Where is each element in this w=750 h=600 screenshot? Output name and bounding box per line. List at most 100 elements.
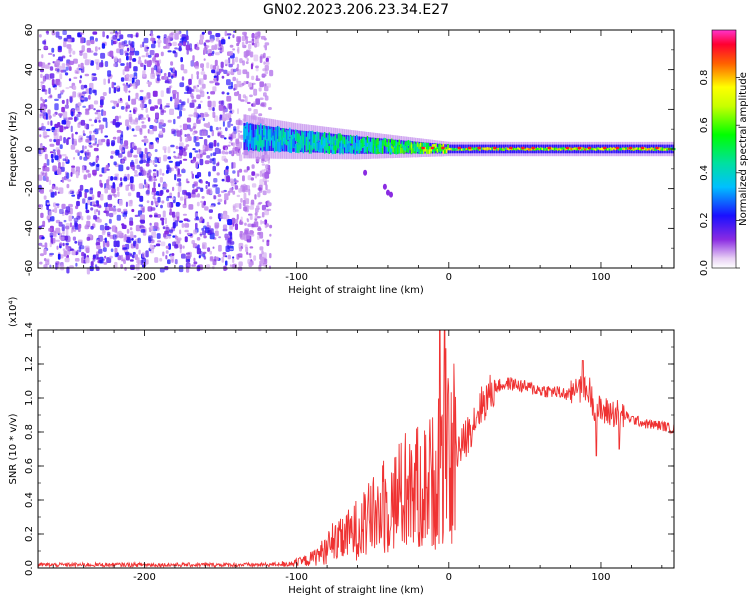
spectrogram-noise-cell	[112, 118, 116, 126]
spectrogram-noise-cell	[216, 74, 219, 81]
spectrogram-noise-cell	[74, 258, 80, 262]
spectrogram-noise-cell	[114, 247, 118, 254]
spectrogram-band-core	[381, 147, 384, 154]
spectrogram-noise-cell	[160, 241, 166, 247]
spectrogram-noise-cell	[55, 262, 58, 270]
spectrogram-noise-cell	[57, 253, 61, 260]
spectrogram-noise-cell	[64, 104, 69, 109]
spectrogram-noise-cell	[78, 239, 83, 242]
spectrogram-noise-cell	[230, 81, 233, 88]
spectrogram-noise-cell	[212, 184, 217, 188]
spectrogram-noise-cell	[133, 235, 137, 238]
spectrogram-noise-cell	[131, 238, 134, 241]
spectrogram-noise-cell	[198, 255, 201, 259]
spectrogram-band-edge	[557, 144, 560, 154]
spectrogram-band-core	[450, 148, 452, 151]
spectrogram-noise-cell	[71, 191, 74, 194]
spectrogram-band-core	[357, 139, 359, 147]
spectrogram-band-core	[318, 132, 320, 141]
spectrogram-noise-cell	[119, 48, 124, 56]
spectrogram-noise-cell	[122, 247, 128, 250]
spectrogram-noise-cell	[82, 198, 86, 204]
spectrogram-noise-cell	[212, 107, 215, 112]
spectrogram-noise-cell	[259, 246, 264, 251]
spectrogram-noise-cell	[49, 189, 54, 193]
spectrogram-band-core	[546, 148, 548, 151]
spectrogram-noise-cell	[92, 31, 98, 35]
spectrogram-band-core	[582, 147, 585, 150]
spectrogram-noise-cell	[157, 42, 161, 48]
spectrogram-noise-cell	[51, 47, 55, 53]
spectrogram-noise-cell	[177, 104, 183, 111]
spectrogram-noise-cell	[243, 32, 247, 37]
spectrogram-band-edge	[274, 127, 276, 152]
spectrogram-peak-cell	[547, 146, 552, 150]
spectrogram-noise-cell	[166, 167, 172, 173]
spectrogram-noise-cell	[224, 234, 228, 239]
spectrogram-noise-cell	[135, 125, 141, 131]
spectrogram-noise-cell	[221, 256, 225, 263]
spectrogram-band-core	[310, 136, 312, 146]
spectrogram-noise-cell	[192, 148, 196, 151]
spectrogram-noise-cell	[209, 228, 214, 235]
spectrogram-noise-cell	[191, 173, 194, 179]
spectrogram-band-core	[287, 130, 289, 140]
spectrogram-noise-cell	[41, 85, 46, 90]
spectrogram-noise-cell	[176, 130, 182, 137]
spectrogram-noise-cell	[253, 255, 257, 261]
spectrogram-noise-cell	[46, 176, 49, 183]
spectrogram-noise-cell	[54, 98, 59, 101]
spectrogram-noise-cell	[149, 222, 152, 226]
spectrogram-noise-cell	[177, 185, 182, 192]
spectrogram-band-core	[412, 143, 414, 149]
spectrogram-band-core	[632, 148, 635, 151]
spectrogram-noise-cell	[161, 200, 165, 204]
spectrogram-noise-cell	[160, 90, 164, 98]
spectrogram-noise-cell	[245, 185, 250, 192]
spectrogram-noise-cell	[230, 232, 233, 240]
spectrogram-noise-cell	[172, 186, 175, 192]
spectrogram-noise-cell	[110, 248, 114, 253]
spectrogram-band-core	[610, 147, 612, 150]
spectrogram-band-core	[363, 146, 365, 153]
spectrogram-noise-cell	[105, 121, 108, 129]
spectrogram-noise-cell	[259, 56, 263, 63]
spectrogram-noise-cell	[153, 40, 157, 44]
spectrogram-noise-cell	[47, 121, 50, 126]
spectrogram-noise-cell	[52, 54, 55, 57]
spectrogram-band-core	[346, 136, 349, 145]
spectrogram-band-core	[658, 147, 661, 150]
spectrogram-noise-cell	[109, 255, 113, 259]
spectrogram-noise-cell	[232, 76, 236, 82]
spectrogram-band-core	[506, 147, 508, 150]
spectrogram-noise-cell	[68, 78, 72, 82]
spectrogram-band-core	[381, 140, 384, 147]
spectrogram-band-core	[369, 141, 372, 149]
spectrogram-noise-cell	[259, 179, 264, 186]
spectrogram-noise-cell	[248, 40, 254, 43]
spectrogram-band-core	[354, 147, 356, 155]
spectrogram-band-core	[524, 148, 527, 151]
spectrogram-noise-cell	[195, 216, 199, 221]
spectrogram-band-core	[289, 143, 291, 153]
spectrogram-noise-cell	[83, 156, 88, 161]
spectrogram-noise-cell	[247, 107, 252, 112]
spectrogram-noise-cell	[124, 234, 127, 241]
spectrogram-band-core	[319, 144, 321, 153]
spectrogram-band-core	[441, 147, 443, 152]
spectrogram-noise-cell	[207, 181, 210, 187]
spectrogram-noise-cell	[229, 178, 234, 184]
spectrogram-noise-cell	[95, 37, 98, 42]
spectrogram-noise-cell	[206, 62, 210, 69]
spectrogram-noise-cell	[200, 200, 203, 203]
spectrogram-band-core	[558, 147, 560, 150]
spectrogram-noise-cell	[153, 181, 156, 188]
spectrogram-noise-cell	[38, 242, 43, 246]
spectrogram-band-core	[365, 139, 367, 147]
spectrogram-noise-cell	[229, 264, 232, 267]
spectrogram-noise-cell	[49, 94, 53, 98]
spectrogram-noise-cell	[217, 198, 223, 202]
spectrogram-band-core	[439, 143, 442, 148]
spectrogram-noise-cell	[177, 237, 182, 241]
